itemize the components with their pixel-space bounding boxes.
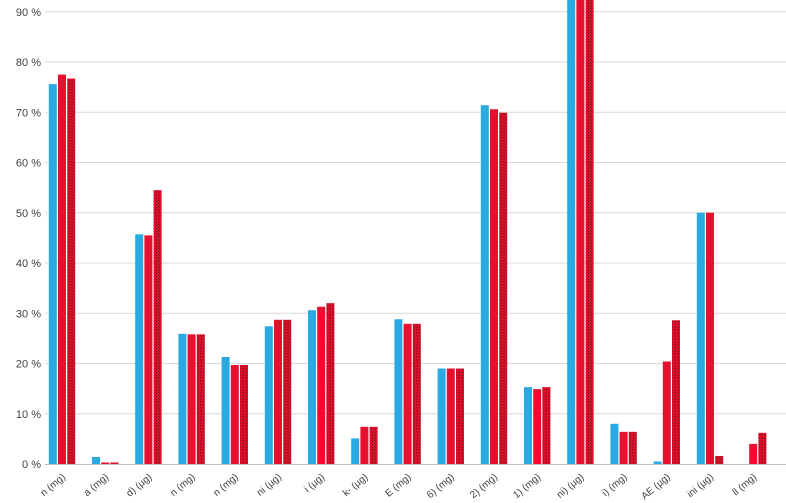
bar (274, 319, 282, 464)
y-tick-label: 50 % (16, 208, 41, 220)
y-tick-label: 0 % (22, 459, 41, 471)
y-tick-label: 30 % (16, 308, 41, 320)
bar (628, 431, 637, 464)
bar (187, 334, 196, 464)
bar (758, 432, 767, 464)
x-category-label: ni) (µg) (555, 472, 586, 501)
bar (610, 423, 619, 464)
bar (178, 333, 187, 464)
bar (58, 74, 66, 464)
x-category-label: d) (µg) (125, 472, 155, 499)
x-category-label: n (mg) (212, 472, 241, 499)
bar (221, 356, 230, 464)
x-category-label: ini (µg) (685, 472, 716, 500)
bar (533, 389, 542, 464)
bar (369, 426, 378, 464)
bar (101, 462, 110, 464)
x-category-label: i) (mg) (600, 472, 629, 499)
bar (264, 326, 273, 464)
bar (326, 303, 335, 464)
x-category-label: i (µg) (302, 472, 327, 495)
bar (662, 361, 671, 464)
bar (317, 306, 326, 464)
bar (672, 320, 680, 464)
bar (135, 234, 144, 464)
x-axis-category-labels: n (mg) a (mg) d) (µg) n (mg) n (mg) ni (µg) i … (39, 472, 759, 502)
gridlines (45, 11, 786, 415)
bar (144, 235, 153, 464)
bar (480, 105, 489, 464)
bar (499, 112, 508, 464)
bar (153, 190, 162, 464)
bar (240, 365, 248, 464)
y-tick-label: 80 % (16, 57, 41, 69)
bar (524, 387, 532, 464)
bar (403, 323, 412, 464)
bar (653, 461, 662, 464)
x-category-label: 1) (mg) (511, 472, 543, 501)
x-category-label: ni (µg) (255, 472, 284, 499)
x-category-label: E (mg) (383, 472, 413, 500)
y-tick-label: 40 % (16, 258, 41, 270)
bar (456, 368, 464, 464)
bar (230, 365, 239, 464)
bar (696, 212, 705, 464)
y-tick-label: 20 % (16, 359, 41, 371)
bar (110, 462, 119, 464)
x-category-label: n (mg) (39, 472, 68, 499)
bar (351, 438, 360, 464)
bar (706, 212, 714, 464)
bar (715, 455, 724, 464)
y-tick-label: 90 % (16, 7, 41, 19)
bar (576, 0, 585, 464)
bar (490, 109, 498, 465)
y-axis-tick-labels: 0 % 10 % 20 % 30 % 40 % 50 % 60 % 70 % 80 % 90 % (16, 7, 41, 471)
bar (585, 0, 594, 464)
bar (360, 426, 369, 464)
bar (67, 78, 76, 465)
bar (92, 456, 100, 464)
bar (394, 319, 403, 464)
x-category-label: 2) (mg) (468, 472, 500, 501)
bar (446, 368, 455, 464)
bar (567, 0, 576, 464)
y-tick-label: 60 % (16, 158, 41, 170)
x-category-label: k- (µg) (341, 472, 370, 499)
y-tick-label: 70 % (16, 107, 41, 119)
bar (48, 84, 57, 465)
x-category-label: ll (mg) (731, 472, 759, 498)
bar (196, 334, 205, 464)
bar (619, 431, 628, 464)
x-category-label: 6) (mg) (425, 472, 457, 501)
bar (542, 387, 551, 464)
x-category-label: a (mg) (82, 472, 111, 499)
bar (308, 310, 316, 464)
x-category-label: AE (µg) (640, 472, 673, 502)
bar (437, 368, 446, 464)
y-tick-label: 10 % (16, 409, 41, 421)
bar (749, 443, 758, 464)
bar (283, 319, 292, 464)
x-category-label: n (mg) (168, 472, 197, 499)
bar (412, 323, 421, 464)
bars (48, 0, 767, 465)
